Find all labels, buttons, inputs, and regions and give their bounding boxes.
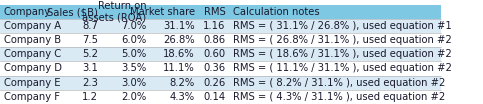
FancyBboxPatch shape: [0, 61, 57, 76]
Text: Calculation notes: Calculation notes: [233, 7, 319, 17]
Text: Company F: Company F: [3, 92, 59, 102]
Text: 3.5%: 3.5%: [121, 63, 146, 73]
FancyBboxPatch shape: [57, 6, 101, 19]
Text: Company A: Company A: [3, 21, 61, 31]
FancyBboxPatch shape: [0, 33, 57, 47]
FancyBboxPatch shape: [150, 6, 199, 19]
FancyBboxPatch shape: [229, 90, 441, 104]
Text: 26.8%: 26.8%: [163, 35, 195, 45]
Text: Company D: Company D: [3, 63, 61, 73]
FancyBboxPatch shape: [0, 6, 57, 19]
Text: RMS = ( 31.1% / 26.8% ), used equation #1: RMS = ( 31.1% / 26.8% ), used equation #…: [233, 21, 452, 31]
FancyBboxPatch shape: [199, 47, 229, 61]
Text: 0.86: 0.86: [203, 35, 226, 45]
Text: 8.2%: 8.2%: [170, 78, 195, 88]
Text: Company C: Company C: [3, 49, 61, 59]
Text: 0.14: 0.14: [203, 92, 226, 102]
FancyBboxPatch shape: [101, 90, 150, 104]
FancyBboxPatch shape: [150, 47, 199, 61]
FancyBboxPatch shape: [0, 76, 57, 90]
FancyBboxPatch shape: [150, 19, 199, 33]
FancyBboxPatch shape: [101, 33, 150, 47]
Text: 7.5: 7.5: [82, 35, 98, 45]
FancyBboxPatch shape: [57, 61, 101, 76]
Text: 5.2: 5.2: [82, 49, 98, 59]
Text: Company: Company: [3, 7, 51, 17]
Text: 3.0%: 3.0%: [121, 78, 146, 88]
FancyBboxPatch shape: [0, 19, 57, 33]
FancyBboxPatch shape: [0, 47, 57, 61]
Text: 6.0%: 6.0%: [121, 35, 146, 45]
Text: 5.0%: 5.0%: [121, 49, 146, 59]
FancyBboxPatch shape: [199, 6, 229, 19]
FancyBboxPatch shape: [150, 33, 199, 47]
Text: Company B: Company B: [3, 35, 61, 45]
FancyBboxPatch shape: [150, 76, 199, 90]
FancyBboxPatch shape: [229, 47, 441, 61]
Text: RMS: RMS: [204, 7, 226, 17]
FancyBboxPatch shape: [229, 33, 441, 47]
Text: 2.3: 2.3: [82, 78, 98, 88]
FancyBboxPatch shape: [199, 61, 229, 76]
Text: 0.60: 0.60: [203, 49, 226, 59]
Text: 7.0%: 7.0%: [121, 21, 146, 31]
FancyBboxPatch shape: [229, 6, 441, 19]
FancyBboxPatch shape: [0, 90, 57, 104]
FancyBboxPatch shape: [101, 6, 150, 19]
FancyBboxPatch shape: [57, 90, 101, 104]
Text: 0.26: 0.26: [203, 78, 226, 88]
Text: 8.7: 8.7: [82, 21, 98, 31]
Text: RMS = ( 26.8% / 31.1% ), used equation #2: RMS = ( 26.8% / 31.1% ), used equation #…: [233, 35, 452, 45]
FancyBboxPatch shape: [199, 33, 229, 47]
FancyBboxPatch shape: [229, 76, 441, 90]
Text: RMS = ( 11.1% / 31.1% ), used equation #2: RMS = ( 11.1% / 31.1% ), used equation #…: [233, 63, 452, 73]
FancyBboxPatch shape: [57, 33, 101, 47]
FancyBboxPatch shape: [150, 90, 199, 104]
Text: RMS = ( 4.3% / 31.1% ), used equation #2: RMS = ( 4.3% / 31.1% ), used equation #2: [233, 92, 445, 102]
FancyBboxPatch shape: [101, 61, 150, 76]
FancyBboxPatch shape: [150, 61, 199, 76]
FancyBboxPatch shape: [229, 19, 441, 33]
FancyBboxPatch shape: [229, 61, 441, 76]
Text: 3.1: 3.1: [82, 63, 98, 73]
Text: Company E: Company E: [3, 78, 60, 88]
Text: 0.36: 0.36: [203, 63, 226, 73]
FancyBboxPatch shape: [199, 90, 229, 104]
Text: RMS = ( 18.6% / 31.1% ), used equation #2: RMS = ( 18.6% / 31.1% ), used equation #…: [233, 49, 452, 59]
Text: 2.0%: 2.0%: [121, 92, 146, 102]
Text: Sales ($B): Sales ($B): [47, 7, 98, 17]
FancyBboxPatch shape: [199, 76, 229, 90]
Text: 31.1%: 31.1%: [163, 21, 195, 31]
FancyBboxPatch shape: [57, 19, 101, 33]
Text: 1.2: 1.2: [82, 92, 98, 102]
FancyBboxPatch shape: [101, 76, 150, 90]
Text: 4.3%: 4.3%: [170, 92, 195, 102]
Text: RMS = ( 8.2% / 31.1% ), used equation #2: RMS = ( 8.2% / 31.1% ), used equation #2: [233, 78, 445, 88]
Text: 18.6%: 18.6%: [163, 49, 195, 59]
FancyBboxPatch shape: [101, 19, 150, 33]
Text: 1.16: 1.16: [203, 21, 226, 31]
FancyBboxPatch shape: [199, 19, 229, 33]
FancyBboxPatch shape: [101, 47, 150, 61]
Text: Return on
assets (ROA): Return on assets (ROA): [82, 1, 146, 23]
FancyBboxPatch shape: [57, 47, 101, 61]
FancyBboxPatch shape: [57, 76, 101, 90]
Text: Market share: Market share: [130, 7, 195, 17]
Text: 11.1%: 11.1%: [163, 63, 195, 73]
